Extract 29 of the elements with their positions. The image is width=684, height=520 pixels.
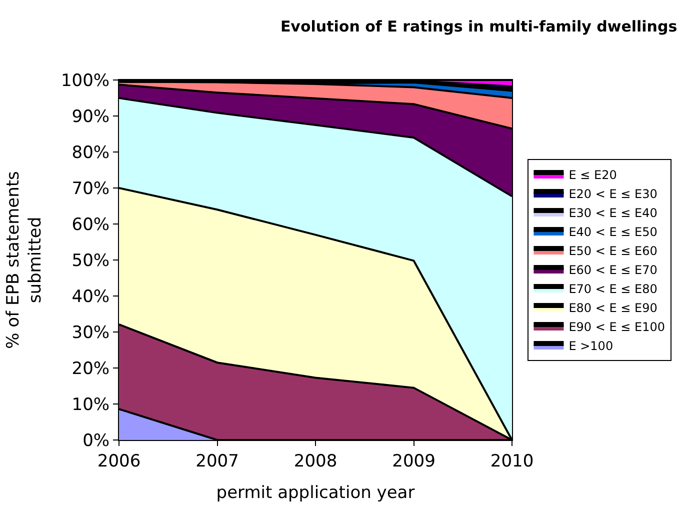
y-tick-label: 40% (72, 286, 110, 307)
y-tick-label: 70% (72, 178, 110, 199)
x-tick-label: 2007 (196, 451, 239, 472)
legend-label: E30 < E ≤ E40 (568, 206, 658, 220)
x-tick-label: 2008 (294, 451, 338, 472)
legend-label: E ≤ E20 (568, 168, 617, 182)
chart-title: Evolution of E ratings in multi-family dwellings (280, 17, 678, 36)
legend-label: E40 < E ≤ E50 (568, 225, 658, 240)
x-tick-label: 2009 (392, 451, 436, 472)
y-axis-title: % of EPB statements submitted (3, 170, 46, 349)
legend-label: E90 < E ≤ E100 (568, 320, 666, 334)
legend-label: E70 < E ≤ E80 (568, 282, 658, 296)
legend-label: E80 < E ≤ E90 (568, 301, 658, 316)
x-axis-title: permit application year (216, 482, 415, 503)
y-tick-label: 60% (72, 214, 110, 235)
y-tick-label: 100% (60, 70, 110, 91)
legend-label: E >100 (568, 339, 614, 354)
y-tick-label: 50% (72, 250, 110, 271)
x-tick-label: 2006 (97, 451, 141, 472)
y-tick-label: 80% (72, 142, 110, 163)
legend-label: E20 < E ≤ E30 (568, 187, 658, 202)
legend-label: E60 < E ≤ E70 (568, 263, 658, 278)
x-tick-label: 2010 (490, 451, 534, 472)
y-tick-label: 10% (72, 394, 110, 415)
y-tick-label: 0% (82, 430, 110, 451)
y-tick-label: 20% (72, 358, 110, 379)
y-tick-label: 30% (72, 322, 110, 343)
y-tick-label: 90% (72, 106, 110, 127)
legend-label: E50 < E ≤ E60 (568, 244, 658, 258)
